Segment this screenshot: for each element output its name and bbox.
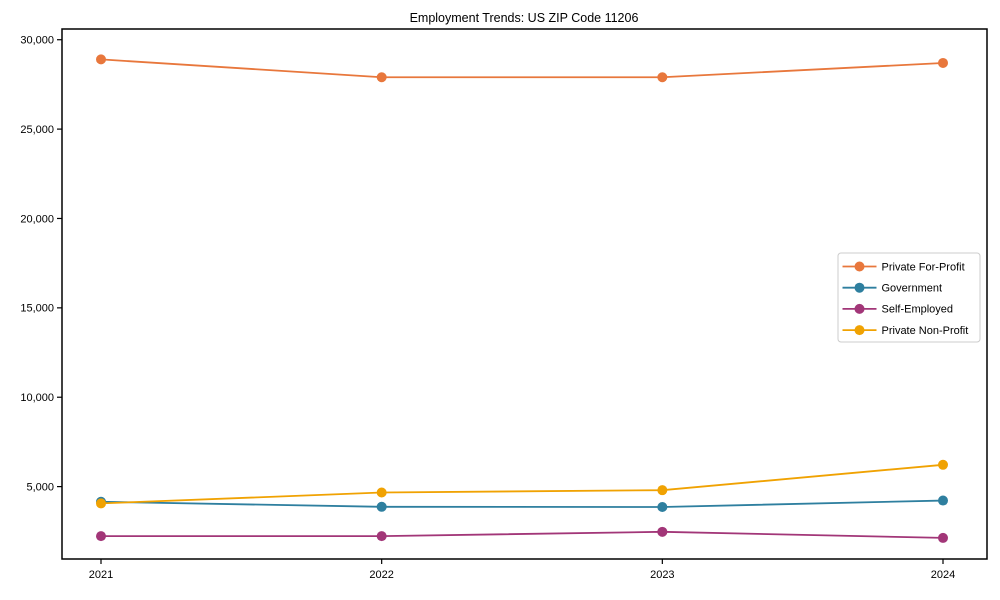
legend-marker-private-non-profit <box>854 325 865 336</box>
x-axis-tick-label: 2023 <box>650 569 674 581</box>
plot-area: 5,000 10,000 15,000 20,000 25,000 30,000 2021 2… <box>20 28 988 581</box>
data-point-government-2023 <box>657 501 668 512</box>
series-line-private-for-profit <box>100 58 944 79</box>
y-axis-tick-label: 20,000 <box>20 213 54 225</box>
y-axis-tick-label: 25,000 <box>20 124 54 136</box>
legend-box <box>837 252 981 343</box>
data-point-self-employed-2021 <box>96 531 106 542</box>
data-point-self-employed-2022 <box>376 531 387 542</box>
y-axis-tick-label: 30,000 <box>20 35 54 47</box>
legend-label-private-for-profit: Private For-Profit <box>882 261 965 273</box>
data-point-private-non-profit-2021 <box>96 498 106 509</box>
data-point-government-2024 <box>938 495 948 506</box>
legend-label-private-non-profit: Private Non-Profit <box>882 325 969 337</box>
data-point-private-for-profit-2021 <box>96 54 106 65</box>
data-point-private-for-profit-2023 <box>657 72 668 83</box>
data-point-private-non-profit-2022 <box>376 487 387 498</box>
data-point-private-non-profit-2023 <box>657 485 668 496</box>
data-point-self-employed-2024 <box>938 532 948 543</box>
legend-marker-government <box>854 282 865 293</box>
data-point-government-2022 <box>376 501 387 512</box>
legend-marker-private-for-profit <box>854 261 865 272</box>
x-axis-tick-label: 2024 <box>931 569 955 581</box>
data-point-self-employed-2023 <box>657 526 668 537</box>
data-point-private-non-profit-2024 <box>938 459 948 470</box>
y-axis-tick-label: 10,000 <box>20 392 54 404</box>
legend-marker-self-employed <box>854 303 865 314</box>
y-axis-tick-label: 5,000 <box>26 481 54 493</box>
series-line-government <box>100 499 944 508</box>
chart-title: Employment Trends: US ZIP Code 11206 <box>410 11 639 25</box>
data-point-private-for-profit-2024 <box>938 57 948 68</box>
y-axis-tick-label: 15,000 <box>20 303 54 315</box>
x-axis-tick-label: 2021 <box>89 569 113 581</box>
data-point-private-for-profit-2022 <box>376 72 387 83</box>
series-line-self-employed <box>101 530 944 539</box>
x-axis-tick-label: 2022 <box>369 569 393 581</box>
legend-label-self-employed: Self-Employed <box>882 304 954 316</box>
plot-border <box>61 28 988 560</box>
series-line-private-non-profit <box>100 463 944 505</box>
legend-label-government: Government <box>882 283 943 295</box>
